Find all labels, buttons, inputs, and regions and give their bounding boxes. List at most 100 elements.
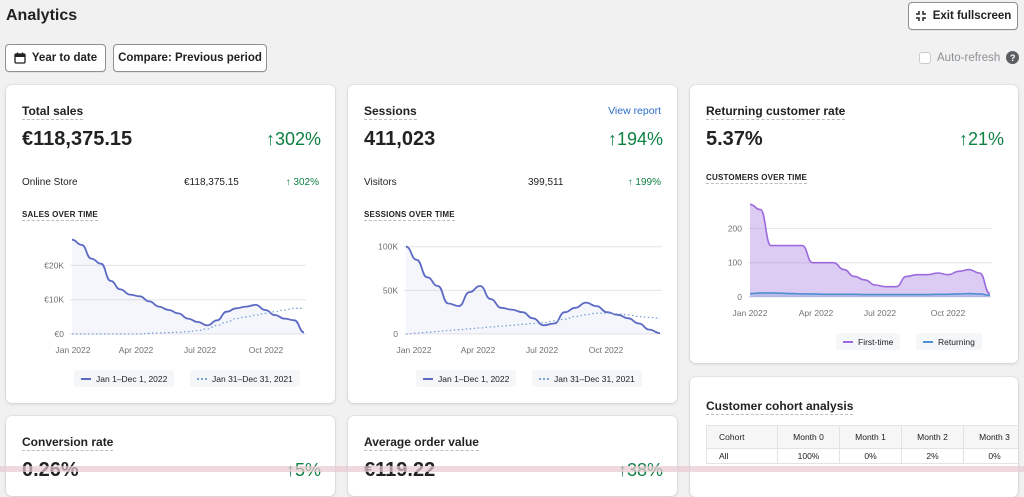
current-series-fill: [72, 239, 304, 334]
table-row: All 100% 0% 2% 0%: [706, 448, 1018, 464]
legend-returning-label: Returning: [938, 336, 975, 347]
legend-comparison-label: Jan 31–Dec 31, 2021: [554, 373, 635, 384]
x-tick-label: Apr 2022: [119, 345, 154, 355]
cohort-cell: 100%: [777, 448, 840, 464]
date-range-label: Year to date: [31, 52, 98, 64]
average-order-value-card: Average order value €119.22 ↑38%: [348, 416, 677, 496]
breakdown-label: Visitors: [364, 177, 397, 188]
legend-current[interactable]: Jan 1–Dec 1, 2022: [74, 370, 175, 387]
compare-button[interactable]: Compare: Previous period: [113, 44, 267, 72]
legend-first-time-swatch: [843, 340, 853, 343]
returning-customer-card: Returning customer rate 5.37% ↑21% CUSTO…: [690, 85, 1018, 363]
exit-fullscreen-icon: [915, 11, 926, 21]
area-fill-0: [750, 204, 990, 297]
y-tick-label: €20K: [44, 260, 64, 270]
auto-refresh-checkbox[interactable]: [919, 51, 931, 64]
x-tick-label: Jan 2022: [733, 308, 768, 318]
arrow-up-icon: ↑: [265, 129, 275, 149]
legend-solid-swatch: [81, 377, 91, 380]
legend-returning[interactable]: Returning: [916, 333, 982, 350]
card-title[interactable]: Sessions: [364, 104, 417, 120]
legend-current-label: Jan 1–Dec 1, 2022: [96, 373, 168, 384]
y-tick-label: 100K: [378, 242, 398, 252]
y-tick-label: €10K: [44, 295, 64, 305]
legend-returning-swatch: [923, 340, 933, 343]
customers-chart: 0 100 200 Jan 2022 Apr 2022 Jul 2022 Oct 2022: [728, 203, 992, 318]
arrow-up-icon: ↑: [607, 129, 617, 149]
card-title[interactable]: Average order value: [364, 435, 479, 451]
metric-value: €118,375.15: [22, 128, 133, 150]
arrow-up-icon: ↑: [285, 177, 294, 188]
chart-section-label[interactable]: SESSIONS OVER TIME: [364, 210, 455, 221]
current-series-fill: [406, 246, 660, 334]
cohort-header: Cohort: [706, 425, 778, 449]
metric-change-value: 302%: [274, 129, 321, 149]
cohort-cell: 0%: [839, 448, 902, 464]
cohort-cell: 0%: [963, 448, 1018, 464]
metric-change-value: 21%: [967, 129, 1004, 149]
cohort-table: Cohort Month 0 Month 1 Month 2 Month 3 A…: [706, 425, 1018, 464]
y-tick-label: €0: [55, 329, 65, 339]
chart-section-label[interactable]: SALES OVER TIME: [22, 210, 98, 221]
card-title[interactable]: Total sales: [22, 104, 84, 120]
sessions-card: Sessions View report 411,023 ↑194% Visit…: [348, 85, 677, 403]
month-header: Month 0: [777, 425, 840, 449]
month-header: Month 3: [963, 425, 1018, 449]
current-series-line: [405, 245, 661, 334]
legend-first-time-label: First-time: [858, 336, 894, 347]
help-icon[interactable]: ?: [1006, 51, 1020, 64]
month-header: Month 1: [839, 425, 902, 449]
x-tick-label: Oct 2022: [589, 345, 624, 355]
legend-comparison[interactable]: Jan 31–Dec 31, 2021: [190, 370, 300, 387]
breakdown-change: ↑ 302%: [286, 177, 319, 188]
cohort-cell: 2%: [901, 448, 964, 464]
breakdown-value: €118,375.15: [184, 177, 239, 188]
date-range-button[interactable]: Year to date: [5, 44, 106, 72]
metric-change-value: 194%: [616, 129, 663, 149]
sessions-chart: 0 50K 100K Jan 2022 Apr 2022 Jul 2022 Oct 2022: [378, 242, 662, 355]
metric-change: ↑21%: [959, 129, 1004, 150]
total-sales-card: Total sales €118,375.15 ↑302% Online Sto…: [6, 85, 335, 403]
x-tick-label: Jan 2022: [397, 345, 432, 355]
x-tick-label: Jul 2022: [864, 308, 896, 318]
series-line-0: [749, 203, 991, 295]
legend-first-time[interactable]: First-time: [836, 333, 901, 350]
card-title[interactable]: Conversion rate: [22, 435, 114, 451]
legend-solid-swatch: [423, 377, 433, 380]
compare-label: Compare: Previous period: [118, 52, 262, 64]
auto-refresh-toggle[interactable]: Auto-refresh ?: [919, 51, 1020, 64]
x-tick-label: Jul 2022: [526, 345, 558, 355]
cohort-header-row: Cohort Month 0 Month 1 Month 2 Month 3: [706, 425, 1018, 449]
conversion-rate-card: Conversion rate 0.26% ↑5%: [6, 416, 335, 496]
arrow-up-icon: ↑: [627, 177, 636, 188]
bottom-highlight-bar: [0, 466, 1024, 472]
arrow-up-icon: ↑: [958, 129, 968, 149]
metric-change: ↑194%: [608, 129, 663, 150]
card-title[interactable]: Returning customer rate: [706, 104, 846, 120]
breakdown-change-value: 199%: [635, 177, 661, 188]
y-tick-label: 50K: [383, 285, 398, 295]
page-title: Analytics: [6, 7, 78, 24]
help-glyph: ?: [1010, 52, 1016, 63]
breakdown-value: 399,511: [528, 177, 564, 188]
sales-chart: €0 €10K €20K Jan 2022 Apr 2022 Jul 2022 Oct 20…: [44, 238, 306, 355]
cohort-analysis-card: Customer cohort analysis Cohort Month 0 …: [690, 377, 1018, 497]
metric-value: 411,023: [364, 128, 436, 150]
x-tick-label: Jul 2022: [184, 345, 216, 355]
x-tick-label: Apr 2022: [461, 345, 496, 355]
legend-comparison-label: Jan 31–Dec 31, 2021: [212, 373, 293, 384]
metric-value: 5.37%: [706, 128, 763, 150]
legend-current[interactable]: Jan 1–Dec 1, 2022: [416, 370, 517, 387]
comparison-series-line: [72, 307, 304, 335]
legend-comparison[interactable]: Jan 31–Dec 31, 2021: [532, 370, 642, 387]
auto-refresh-label: Auto-refresh: [937, 51, 1001, 64]
breakdown-change: ↑ 199%: [628, 177, 661, 188]
x-tick-label: Oct 2022: [249, 345, 284, 355]
legend-current-label: Jan 1–Dec 1, 2022: [438, 373, 510, 384]
exit-fullscreen-button[interactable]: Exit fullscreen: [908, 2, 1018, 30]
y-tick-label: 0: [737, 292, 742, 302]
view-report-link[interactable]: View report: [608, 105, 661, 117]
card-title[interactable]: Customer cohort analysis: [706, 399, 854, 415]
y-tick-label: 200: [728, 223, 742, 233]
chart-section-label[interactable]: CUSTOMERS OVER TIME: [706, 173, 807, 184]
